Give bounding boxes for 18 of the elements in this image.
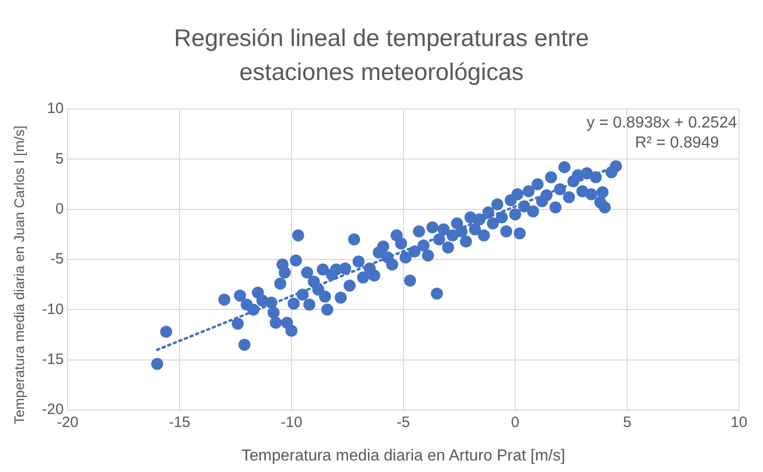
x-tick-label: 10 (730, 414, 748, 432)
y-tick-label: -5 (50, 250, 64, 268)
y-tick-label: 5 (55, 150, 64, 168)
x-tick-label: 0 (511, 414, 520, 432)
y-tick-label: -10 (42, 300, 64, 318)
y-axis-title: Temperatura media diaria en Juan Carlos I [m/s] (10, 126, 27, 424)
y-tick-label: 10 (46, 100, 64, 118)
x-tick-label: -10 (280, 414, 302, 432)
y-tick-label: -20 (42, 401, 64, 418)
x-tick-label: 5 (622, 414, 632, 432)
y-tick-label: 0 (55, 200, 64, 218)
x-tick-label: -5 (396, 414, 410, 432)
x-axis-title: Temperatura media diaria en Arturo Prat [m/s] (241, 447, 566, 464)
annotation: y = 0.8938x + 0.2524 (586, 114, 738, 132)
x-tick-label: -15 (168, 414, 190, 432)
annotation: R² = 0.8949 (634, 134, 720, 152)
chart-title: Regresión lineal de temperaturas entre estaciones meteorológicas (173, 24, 590, 88)
y-tick-label: -15 (42, 350, 64, 368)
